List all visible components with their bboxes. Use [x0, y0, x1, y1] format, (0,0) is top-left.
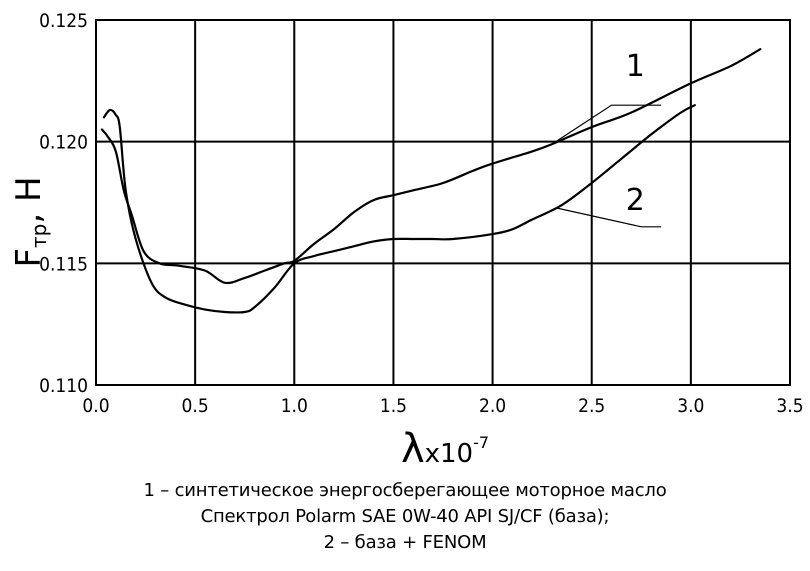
x-axis-title: λx10-7 — [401, 426, 489, 472]
annotation-leader-2 — [555, 207, 662, 228]
x-tick-label: 0.0 — [82, 395, 109, 417]
annotations: 12 — [551, 49, 662, 228]
x-tick-labels: 0.0 0.5 1.0 1.5 2.0 2.5 3.0 3.5 — [82, 395, 803, 417]
annotation-leader-1 — [551, 104, 662, 145]
y-tick-label: 0.110 — [39, 375, 88, 397]
annotation-label-2: 2 — [626, 183, 645, 218]
grid — [96, 20, 790, 385]
x-tick-label: 1.5 — [380, 395, 407, 417]
chart: 0.0 0.5 1.0 1.5 2.0 2.5 3.0 3.5 0.110 0.115 0.120… — [9, 10, 804, 472]
x-tick-label: 2.0 — [479, 395, 506, 417]
series-layer — [100, 48, 762, 314]
x-tick-label: 2.5 — [578, 395, 605, 417]
y-axis-title-main: F — [9, 248, 49, 268]
series-line-1 — [100, 48, 762, 285]
series-line-2 — [102, 104, 696, 314]
y-tick-label: 0.115 — [39, 253, 88, 275]
x-axis-title-mid: x10 — [425, 439, 473, 469]
annotation-label-1: 1 — [626, 49, 645, 84]
x-tick-label: 3.5 — [776, 395, 803, 417]
y-tick-labels: 0.110 0.115 0.120 0.125 — [39, 10, 88, 397]
y-axis-title: Fтр, Н — [9, 176, 51, 267]
x-tick-label: 1.0 — [281, 395, 308, 417]
caption-line-2: Спектрол Polarm SAE 0W-40 API SJ/CF (баз… — [200, 506, 610, 527]
plot-frame — [95, 19, 791, 386]
y-axis-title-sub: тр — [27, 224, 51, 248]
caption-line-1: 1 – синтетическое энергосберегающее мото… — [143, 480, 667, 501]
y-axis-title-rest: , Н — [9, 176, 49, 223]
y-tick-label: 0.125 — [39, 10, 88, 32]
x-tick-label: 0.5 — [182, 395, 209, 417]
y-tick-label: 0.120 — [39, 132, 88, 154]
figure-caption: 1 – синтетическое энергосберегающее мото… — [0, 478, 810, 556]
x-axis-title-exp: -7 — [473, 433, 489, 452]
x-axis-title-symbol: λ — [401, 426, 425, 472]
caption-line-3: 2 – база + FENOM — [323, 532, 487, 553]
x-tick-label: 3.0 — [677, 395, 704, 417]
